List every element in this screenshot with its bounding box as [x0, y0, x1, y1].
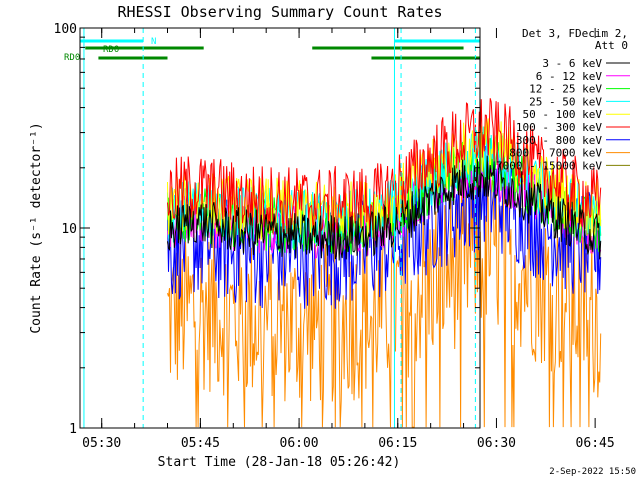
- legend-header-line: Att 0: [595, 39, 628, 52]
- legend-entry-label: 12 - 25 keV: [529, 83, 602, 96]
- legend-entry-label: 100 - 300 keV: [516, 121, 602, 134]
- legend-header-line: Det 3, FDecim 2,: [522, 27, 628, 40]
- y-tick-label: 10: [61, 222, 77, 237]
- x-tick-label: 06:00: [280, 436, 319, 451]
- x-tick-label: 06:15: [378, 436, 417, 451]
- x-tick-label: 05:30: [82, 436, 121, 451]
- y-tick-label: 100: [54, 22, 77, 37]
- legend-entry-label: 3 - 6 keV: [542, 57, 602, 70]
- x-axis-label: Start Time (28-Jan-18 05:26:42): [158, 455, 401, 470]
- footer-date: 2-Sep-2022 15:50: [549, 467, 636, 477]
- y-axis-label: Count Rate (s⁻¹ detector⁻¹): [29, 122, 44, 333]
- legend-entry-label: 50 - 100 keV: [523, 108, 603, 121]
- legend-entry-label: 800 - 7000 keV: [509, 147, 602, 160]
- x-tick-label: 05:45: [181, 436, 220, 451]
- chart-title: RHESSI Observing Summary Count Rates: [117, 3, 442, 21]
- legend-entry-label: 6 - 12 keV: [536, 70, 603, 83]
- rd0-flag-label: RD0: [103, 45, 119, 55]
- rd0-flag-label-lower: RD0: [64, 53, 80, 63]
- series-line-0: [167, 155, 602, 261]
- legend-entry-label: 7000 - 15000 keV: [496, 159, 602, 172]
- x-tick-label: 06:45: [576, 436, 615, 451]
- y-tick-label: 1: [69, 422, 77, 437]
- night-flag-label: N: [151, 37, 156, 47]
- legend-entry-label: 300 - 800 keV: [516, 134, 602, 147]
- x-tick-label: 06:30: [477, 436, 516, 451]
- legend-entry-label: 25 - 50 keV: [529, 95, 602, 108]
